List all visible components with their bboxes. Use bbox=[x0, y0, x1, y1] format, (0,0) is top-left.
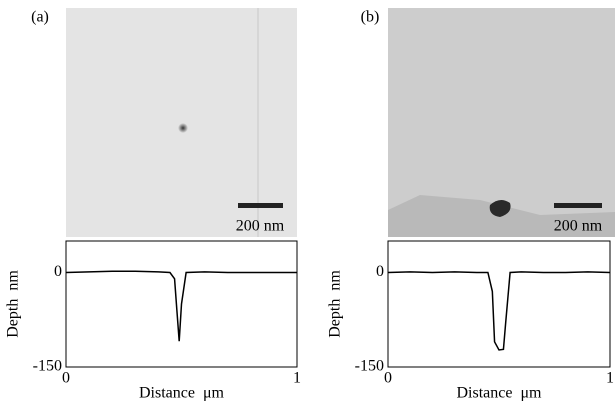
y-tick-label: 0 bbox=[54, 263, 62, 280]
y-tick-label: -150 bbox=[355, 358, 384, 375]
profile-line bbox=[387, 271, 611, 351]
micrograph bbox=[66, 8, 297, 237]
indent bbox=[178, 123, 188, 133]
x-tick-label: 0 bbox=[384, 370, 392, 387]
indent bbox=[489, 199, 511, 217]
y-axis-label: Depth nm bbox=[327, 270, 344, 338]
plot-frame bbox=[387, 240, 611, 368]
x-axis-label: Distance μm bbox=[457, 385, 543, 402]
panel-label: (a) bbox=[31, 9, 49, 26]
x-axis-label: Distance μm bbox=[139, 385, 225, 402]
x-tick-label: 0 bbox=[62, 370, 70, 387]
scale-bar-label: 200 nm bbox=[554, 218, 603, 235]
x-tick-label: 1 bbox=[293, 370, 301, 387]
scale-bar-label: 200 nm bbox=[236, 218, 285, 235]
plot-frame bbox=[65, 240, 298, 368]
y-tick-label: -150 bbox=[33, 358, 62, 375]
y-axis-label: Depth nm bbox=[5, 270, 22, 338]
scale-bar bbox=[554, 203, 602, 208]
profile-line bbox=[65, 270, 297, 342]
x-tick-label: 1 bbox=[606, 370, 614, 387]
panel-label: (b) bbox=[361, 9, 380, 26]
y-tick-label: 0 bbox=[376, 263, 384, 280]
scale-bar bbox=[238, 203, 283, 208]
